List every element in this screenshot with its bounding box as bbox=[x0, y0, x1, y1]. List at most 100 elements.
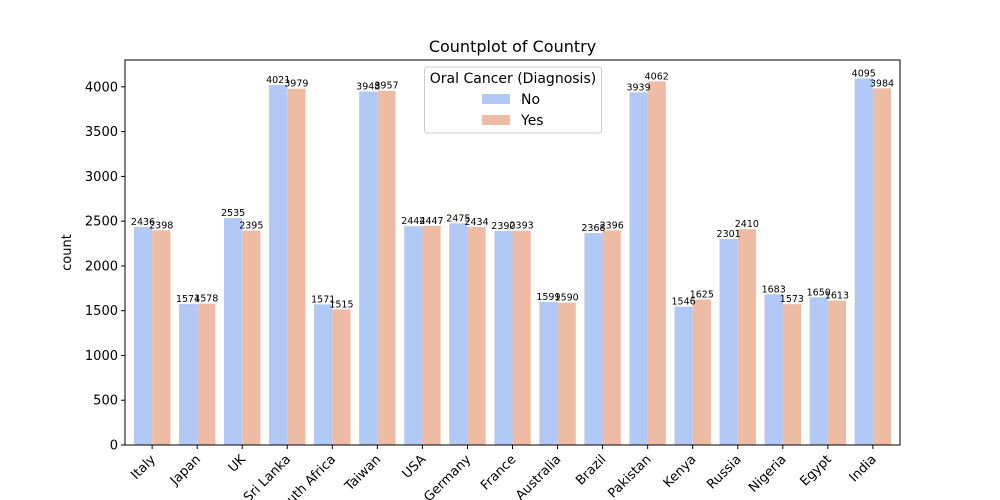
y-axis: 0 500 1000 1500 2000 2500 3000 3500 4000 bbox=[85, 80, 125, 454]
bar-value-label: 1573 bbox=[780, 294, 804, 305]
bar-value-label: 1571 bbox=[311, 294, 335, 305]
bar-japan-yes bbox=[197, 303, 216, 445]
bar-taiwan-yes bbox=[377, 90, 396, 446]
bar-japan-no bbox=[178, 304, 198, 445]
x-tick-label-kenya: Kenya bbox=[661, 452, 700, 491]
bar-value-label: 2447 bbox=[419, 216, 443, 227]
bar-value-label: 2301 bbox=[717, 229, 741, 240]
bar-value-label: 1683 bbox=[762, 284, 786, 295]
x-tick-label-australia: Australia bbox=[513, 452, 564, 500]
bar-value-label: 2396 bbox=[600, 220, 624, 231]
legend-swatch-no bbox=[482, 94, 510, 104]
x-tick-label-france: France bbox=[478, 452, 519, 493]
y-tick-label: 1000 bbox=[85, 349, 118, 364]
bar-value-label: 2410 bbox=[735, 219, 759, 230]
bar-taiwan-no bbox=[359, 91, 378, 445]
bar-pakistan-yes bbox=[647, 81, 666, 446]
bar-pakistan-no bbox=[629, 92, 648, 446]
bar-value-label: 3948 bbox=[356, 82, 380, 93]
bar-value-label: 2475 bbox=[446, 213, 470, 224]
bar-value-label: 2535 bbox=[221, 208, 245, 219]
chart-title: Countplot of Country bbox=[429, 37, 596, 56]
x-tick-label-nigeria: Nigeria bbox=[746, 452, 789, 495]
bar-value-label: 2393 bbox=[510, 221, 534, 232]
y-tick-label: 2500 bbox=[85, 215, 118, 230]
legend-swatch-yes bbox=[482, 115, 510, 125]
legend-title: Oral Cancer (Diagnosis) bbox=[430, 71, 596, 87]
x-tick-label-russia: Russia bbox=[704, 452, 744, 492]
bar-india-yes bbox=[872, 88, 892, 445]
bar-egypt-no bbox=[809, 297, 828, 445]
x-tick-label-sri-lanka: Sri Lanka bbox=[241, 452, 294, 500]
bar-kenya-no bbox=[674, 306, 693, 445]
bar-india-no bbox=[854, 78, 873, 446]
bar-value-label: 3957 bbox=[374, 81, 398, 92]
x-tick-label-india: India bbox=[847, 452, 880, 485]
bar-south-africa-yes bbox=[332, 309, 351, 445]
bar-value-label: 2434 bbox=[464, 217, 488, 228]
bar-value-label: 1590 bbox=[555, 293, 579, 304]
bar-value-label: 2390 bbox=[491, 221, 515, 232]
bar-brazil-no bbox=[584, 232, 603, 445]
y-tick-label: 0 bbox=[110, 439, 118, 454]
bar-value-label: 4062 bbox=[645, 71, 669, 82]
bar-germany-yes bbox=[467, 227, 486, 445]
bar-value-label: 3979 bbox=[284, 79, 308, 90]
bar-france-no bbox=[494, 231, 513, 445]
bar-value-label: 1613 bbox=[825, 291, 849, 302]
bar-australia-no bbox=[539, 301, 558, 445]
x-tick-label-germany: Germany bbox=[421, 452, 474, 500]
x-tick-label-japan: Japan bbox=[167, 452, 204, 489]
bar-value-label: 3939 bbox=[626, 82, 650, 93]
bar-nigeria-yes bbox=[782, 304, 801, 445]
bar-sri-lanka-yes bbox=[287, 88, 306, 446]
bar-sri-lanka-no bbox=[269, 84, 288, 446]
bar-value-label: 4095 bbox=[852, 68, 876, 79]
bar-usa-yes bbox=[422, 225, 441, 445]
legend-box bbox=[424, 66, 602, 134]
bar-germany-no bbox=[449, 223, 468, 445]
bar-kenya-yes bbox=[692, 299, 711, 445]
bar-france-yes bbox=[512, 230, 531, 445]
bar-value-label: 2398 bbox=[149, 220, 173, 231]
bar-south-africa-no bbox=[314, 304, 333, 445]
bar-value-label: 1574 bbox=[176, 294, 200, 305]
x-tick-label-usa: USA bbox=[400, 452, 430, 482]
y-tick-label: 3500 bbox=[85, 125, 118, 140]
bar-value-label: 1515 bbox=[329, 299, 353, 310]
bar-value-label: 3984 bbox=[870, 78, 894, 89]
y-tick-label: 3000 bbox=[85, 170, 118, 185]
bar-italy-yes bbox=[152, 230, 171, 445]
bar-value-label: 2395 bbox=[239, 221, 263, 232]
x-tick-label-pakistan: Pakistan bbox=[605, 452, 654, 500]
x-tick-label-uk: UK bbox=[226, 452, 250, 476]
x-tick-label-brazil: Brazil bbox=[573, 452, 609, 488]
y-axis-label: count bbox=[60, 234, 75, 271]
x-tick-label-egypt: Egypt bbox=[798, 452, 835, 489]
bar-labels-group: 2436 1574 2535 4021 1571 3948 2444 2475 2390 1599… bbox=[131, 68, 894, 310]
bar-uk-yes bbox=[242, 230, 261, 445]
bar-value-label: 2368 bbox=[581, 223, 605, 234]
bar-australia-yes bbox=[557, 302, 576, 445]
bar-russia-yes bbox=[737, 229, 756, 445]
x-tick-label-taiwan: Taiwan bbox=[342, 452, 385, 495]
bar-value-label: 1625 bbox=[690, 290, 714, 301]
y-tick-label: 4000 bbox=[85, 80, 118, 95]
bars-group bbox=[133, 78, 892, 446]
legend-label-no: No bbox=[521, 92, 540, 108]
y-tick-label: 1500 bbox=[85, 304, 118, 319]
bar-brazil-yes bbox=[602, 230, 621, 445]
bar-egypt-yes bbox=[827, 300, 847, 445]
x-tick-label-italy: Italy bbox=[128, 452, 159, 483]
bar-value-label: 4021 bbox=[266, 75, 290, 86]
bar-uk-no bbox=[224, 218, 243, 445]
bar-value-label: 1650 bbox=[807, 287, 831, 298]
bar-value-label: 1578 bbox=[194, 294, 218, 305]
bar-value-label: 1546 bbox=[671, 297, 695, 308]
bar-nigeria-no bbox=[764, 294, 783, 445]
bar-value-label: 1599 bbox=[536, 292, 560, 303]
bar-usa-no bbox=[404, 226, 423, 445]
bar-value-label: 2444 bbox=[401, 216, 425, 227]
